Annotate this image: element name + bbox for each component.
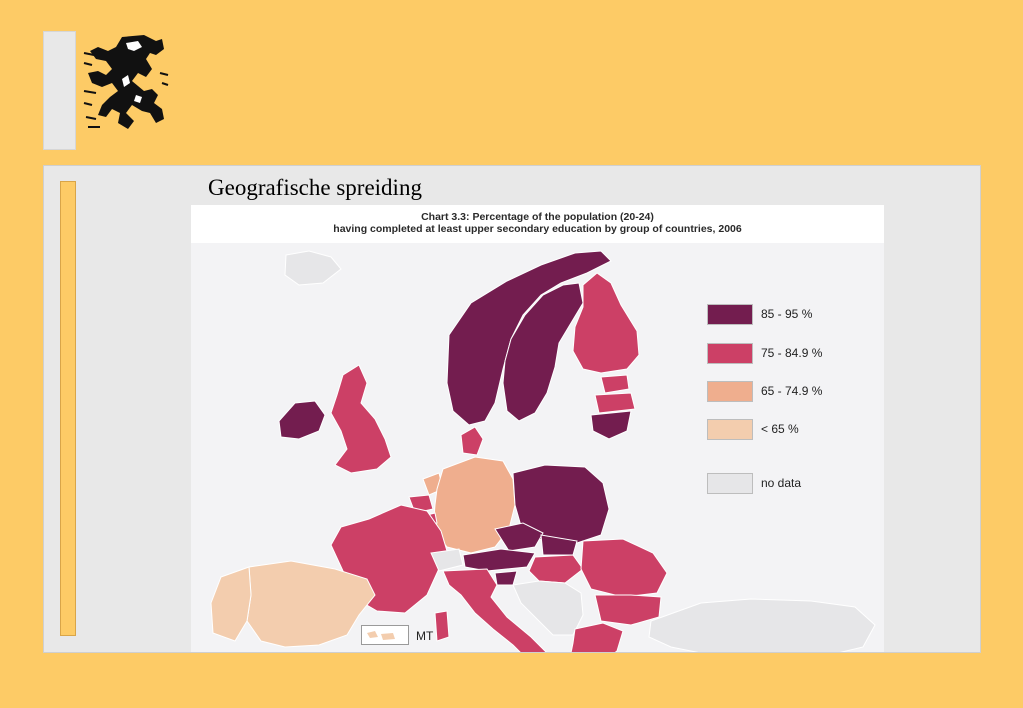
region-greece (570, 622, 624, 652)
region-denmark (460, 426, 484, 456)
region-ireland (278, 400, 326, 440)
europe-education-map-figure: Chart 3.3: Percentage of the population … (191, 205, 884, 652)
chart-title-line-2: having completed at least upper secondar… (333, 223, 742, 235)
region-turkey (648, 598, 876, 652)
chart-title-line-1: Chart 3.3: Percentage of the population … (421, 211, 654, 223)
region-uk (330, 364, 392, 474)
legend-swatch (707, 304, 753, 325)
region-estonia (600, 374, 630, 394)
legend-label: 65 - 74.9 % (761, 384, 823, 398)
region-norway (446, 250, 612, 426)
region-portugal (210, 566, 252, 642)
chart-title: Chart 3.3: Percentage of the population … (191, 211, 884, 235)
legend-swatch (707, 419, 753, 440)
region-balkans (512, 580, 584, 636)
legend-swatch (707, 381, 753, 402)
region-austria (462, 548, 536, 572)
logo-side-bar (43, 31, 76, 150)
europe-map (210, 250, 876, 652)
legend-label: 85 - 95 % (761, 307, 813, 321)
region-switzerland (430, 548, 464, 572)
region-bulgaria (594, 594, 662, 626)
region-czech-republic (494, 522, 544, 552)
region-hungary (528, 554, 584, 584)
slide-title: Geografische spreiding (208, 175, 422, 200)
region-finland (572, 272, 640, 374)
legend-label: no data (761, 476, 802, 490)
flemish-lion-logo-icon (82, 33, 170, 131)
legend-swatch (707, 473, 753, 494)
legend-swatch (707, 343, 753, 364)
region-lithuania (590, 410, 632, 440)
region-sardinia (434, 610, 450, 642)
panel-accent-bar (60, 181, 76, 636)
region-iceland (284, 250, 342, 286)
malta-inset-shape (367, 631, 395, 640)
region-slovenia (494, 570, 518, 586)
malta-inset-label: MT (416, 629, 434, 643)
legend-label: < 65 % (761, 422, 799, 436)
region-latvia (594, 392, 636, 414)
region-romania (580, 538, 668, 598)
region-italy (442, 568, 547, 652)
region-sweden (502, 282, 584, 422)
legend-label: 75 - 84.9 % (761, 346, 823, 360)
